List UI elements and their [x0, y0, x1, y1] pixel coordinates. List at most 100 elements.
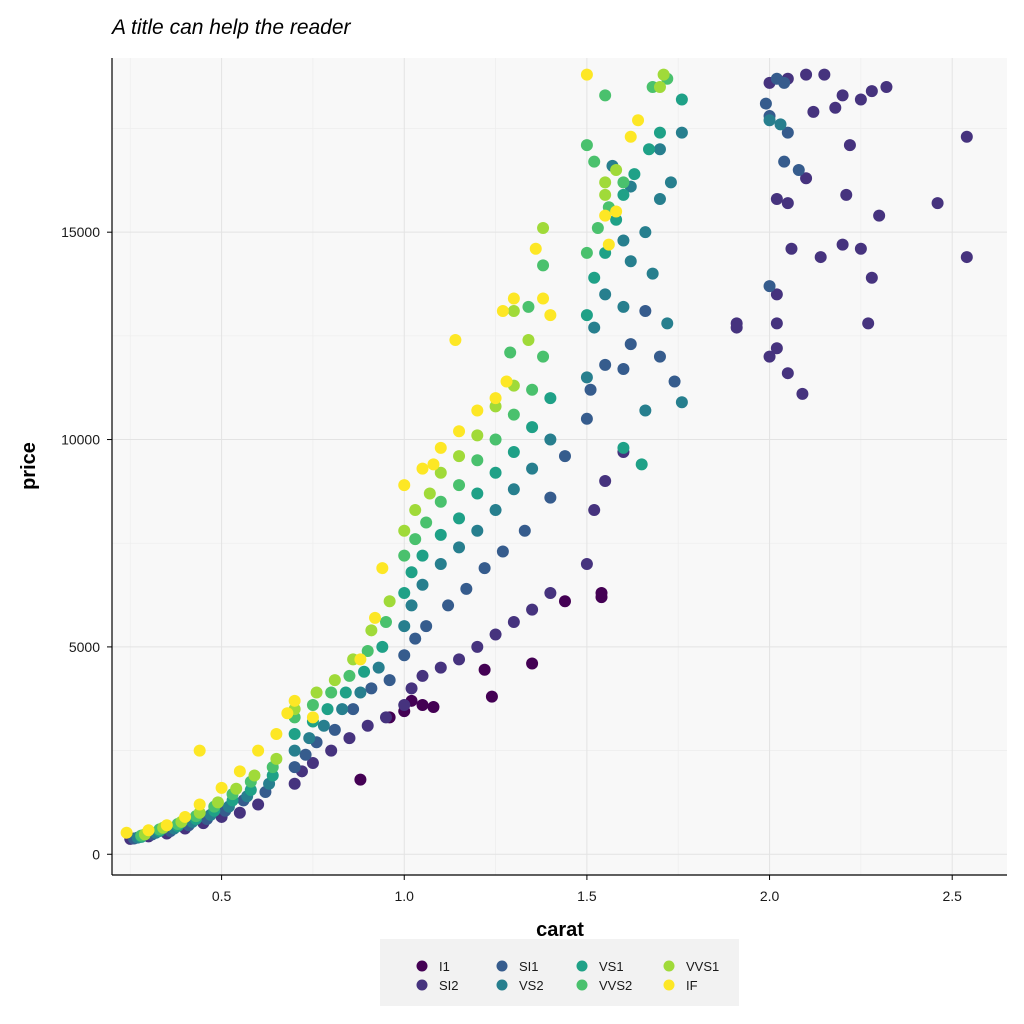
data-point-vs1 — [507, 445, 520, 458]
data-point-si2 — [854, 242, 867, 255]
data-point-i1 — [558, 595, 571, 608]
data-point-if — [529, 242, 542, 255]
data-point-si1 — [599, 358, 612, 371]
data-point-si2 — [865, 271, 878, 284]
data-point-vvs1 — [489, 400, 502, 413]
data-point-vvs2 — [489, 433, 502, 446]
data-point-if — [489, 392, 502, 405]
data-point-vs1 — [617, 188, 630, 201]
y-axis-ticks: 0 5000 10000 15000 — [61, 224, 112, 862]
data-point-si1 — [558, 450, 571, 463]
data-point-vs2 — [434, 557, 447, 570]
data-point-si1 — [496, 545, 509, 558]
data-point-si1 — [383, 674, 396, 687]
data-point-if — [160, 819, 173, 832]
data-point-si2 — [489, 628, 502, 641]
data-point-si2 — [931, 197, 944, 210]
data-point-i1 — [478, 663, 491, 676]
data-point-vs2 — [661, 317, 674, 330]
data-point-vs1 — [588, 271, 601, 284]
data-point-vvs1 — [471, 429, 484, 442]
data-point-si2 — [796, 387, 809, 400]
data-point-vvs2 — [398, 549, 411, 562]
data-point-vvs1 — [537, 222, 550, 235]
data-point-si2 — [770, 342, 783, 355]
data-point-vs1 — [358, 665, 371, 678]
data-point-vvs1 — [230, 782, 243, 795]
data-point-si2 — [763, 350, 776, 363]
data-point-si1 — [299, 748, 312, 761]
data-point-vvs1 — [599, 176, 612, 189]
data-point-si1 — [778, 76, 791, 89]
data-point-vvs1 — [328, 674, 341, 687]
legend-key-if — [663, 979, 675, 991]
data-point-vvs1 — [310, 686, 323, 699]
data-point-si2 — [526, 603, 539, 616]
data-point-if — [624, 130, 637, 143]
data-point-vvs2 — [526, 383, 539, 396]
data-point-si2 — [730, 317, 743, 330]
data-point-si1 — [442, 599, 455, 612]
data-point-vvs2 — [325, 686, 338, 699]
data-point-vs1 — [526, 421, 539, 434]
data-point-si1 — [580, 412, 593, 425]
data-point-if — [471, 404, 484, 417]
data-point-si2 — [507, 616, 520, 629]
data-point-if — [193, 744, 206, 757]
legend: I1 SI2 SI1 VS2 VS1 VVS2 VVS1 IF — [416, 959, 719, 993]
data-point-si1 — [409, 632, 422, 645]
legend-label-if: IF — [686, 978, 698, 993]
data-point-si2 — [580, 557, 593, 570]
data-point-if — [369, 611, 382, 624]
data-point-vs1 — [489, 466, 502, 479]
data-point-vvs2 — [591, 222, 604, 235]
data-point-vs1 — [398, 586, 411, 599]
x-tick-label: 0.5 — [212, 888, 232, 904]
data-point-if — [398, 479, 411, 492]
data-point-if — [288, 694, 301, 707]
data-point-si2 — [785, 242, 798, 255]
data-point-vvs2 — [434, 495, 447, 508]
data-point-vs2 — [599, 288, 612, 301]
data-point-if — [599, 209, 612, 222]
data-point-i1 — [595, 586, 608, 599]
data-point-vvs2 — [453, 479, 466, 492]
data-point-if — [252, 744, 265, 757]
data-point-si2 — [800, 68, 813, 81]
data-point-si1 — [639, 304, 652, 317]
legend-key-vs1 — [576, 960, 588, 972]
data-point-vvs2 — [471, 454, 484, 467]
data-point-if — [610, 205, 623, 218]
data-point-vs2 — [416, 578, 429, 591]
data-point-if — [537, 292, 550, 305]
data-point-si1 — [365, 682, 378, 695]
chart-title: A title can help the reader — [110, 16, 352, 39]
data-point-si2 — [960, 130, 973, 143]
data-point-if — [580, 68, 593, 81]
data-point-si2 — [829, 101, 842, 114]
data-point-vs2 — [398, 620, 411, 633]
data-point-if — [376, 562, 389, 575]
data-point-vvs1 — [193, 806, 206, 819]
data-point-vvs2 — [537, 350, 550, 363]
data-point-vs2 — [526, 462, 539, 475]
data-point-vvs2 — [409, 533, 422, 546]
data-point-if — [142, 824, 155, 837]
data-point-if — [500, 375, 513, 388]
data-point-si1 — [347, 703, 360, 716]
data-point-if — [449, 334, 462, 347]
data-point-si2 — [471, 640, 484, 653]
data-point-vvs1 — [522, 334, 535, 347]
data-point-vs1 — [653, 126, 666, 139]
data-point-vvs2 — [507, 408, 520, 421]
data-point-vs1 — [471, 487, 484, 500]
data-point-if — [233, 765, 246, 778]
data-point-vs2 — [653, 193, 666, 206]
y-tick-label: 15000 — [61, 224, 100, 240]
data-point-si2 — [361, 719, 374, 732]
data-point-vvs2 — [379, 616, 392, 629]
data-point-vs2 — [405, 599, 418, 612]
data-point-vvs1 — [211, 796, 224, 809]
data-point-if — [427, 458, 440, 471]
